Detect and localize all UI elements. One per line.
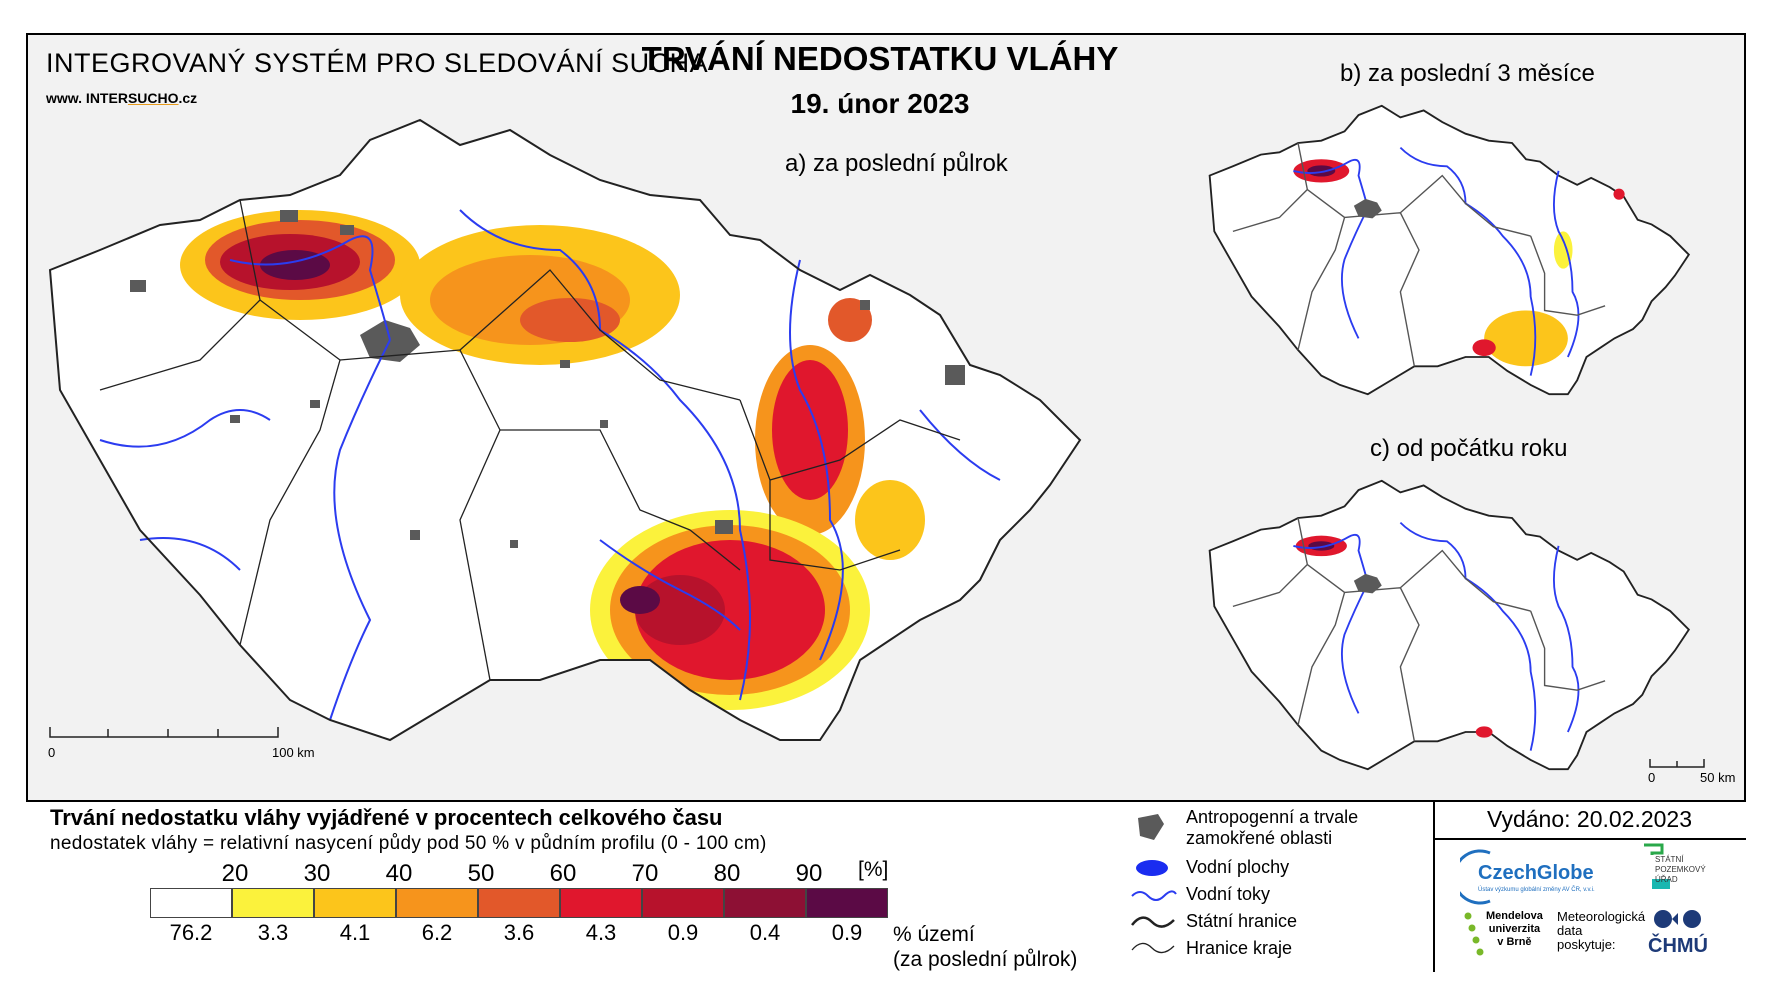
map-c <box>1208 479 1691 771</box>
map-b <box>1208 104 1691 396</box>
symbol-icons <box>1131 814 1177 954</box>
czechglobe-logo <box>1460 849 1491 905</box>
threshold-label: 60 <box>549 860 577 887</box>
scale-small-end: 50 km <box>1700 770 1736 785</box>
scale-bar-small <box>1649 759 1705 768</box>
czechglobe-sub: Ústav výzkumu globální změny AV ČR, v.v.… <box>1478 887 1595 893</box>
spu-name: STÁTNÍ POZEMKOVÝ ÚŘAD <box>1655 855 1706 884</box>
state-border-icon <box>1131 916 1175 928</box>
issue-box <box>1433 800 1746 972</box>
legend-panel <box>26 800 1746 972</box>
rivers-a <box>99 209 1001 721</box>
scale-main-zero: 0 <box>48 745 56 760</box>
threshold-label: 40 <box>385 860 413 887</box>
mendel-dots <box>1464 912 1484 956</box>
class-percent: 4.3 <box>585 920 617 945</box>
threshold-label: 50 <box>467 860 495 887</box>
symbol-label-rivers: Vodní toky <box>1186 884 1271 904</box>
symbol-label-anthropogenic: Antropogenní a trvale zamokřené oblasti <box>1186 807 1359 848</box>
class-percent: 0.9 <box>831 920 863 945</box>
issued-date: Vydáno: 20.02.2023 <box>1486 806 1693 832</box>
website-link[interactable]: www. INTERSUCHO.cz <box>46 90 198 106</box>
threshold-label: 30 <box>303 860 331 887</box>
legend-color-box <box>478 888 560 918</box>
symbol-label-state-border: Státní hranice <box>1186 911 1298 931</box>
threshold-label: 90 <box>795 860 823 887</box>
symbol-label-region-border: Hranice kraje <box>1186 938 1293 958</box>
chmu-symbol <box>1654 910 1701 928</box>
threshold-label: 70 <box>631 860 659 887</box>
legend-color-box <box>724 888 806 918</box>
class-percent: 76.2 <box>169 920 213 945</box>
czechglobe-name: CzechGlobe <box>1478 862 1594 884</box>
threshold-label: 20 <box>221 860 249 887</box>
main-map-a <box>48 118 1082 742</box>
scale-main-end: 100 km <box>272 745 315 760</box>
map-title: TRVÁNÍ NEDOSTATKU VLÁHY <box>641 40 1119 77</box>
legend-title: Trvání nedostatku vláhy vyjádřené v proc… <box>50 805 723 830</box>
scale-bar-main <box>49 727 279 738</box>
class-percent: 0.9 <box>667 920 699 945</box>
threshold-label: 80 <box>713 860 741 887</box>
legend-color-box <box>560 888 642 918</box>
panel-a-title: a) za poslední půlrok <box>785 150 1008 177</box>
chmu-name: ČHMÚ <box>1648 935 1708 957</box>
map-date: 19. únor 2023 <box>790 88 970 119</box>
class-percent: 4.1 <box>339 920 371 945</box>
state-border-a <box>48 118 1082 742</box>
class-percent: 6.2 <box>421 920 453 945</box>
legend-color-box <box>150 888 232 918</box>
mendel-name: Mendelova univerzita v Brně <box>1486 910 1543 948</box>
region-border-icon <box>1131 942 1175 954</box>
legend-color-box <box>806 888 888 918</box>
legend-color-box <box>314 888 396 918</box>
water-body-icon <box>1136 860 1168 876</box>
panel-b-title: b) za poslední 3 měsíce <box>1340 60 1595 87</box>
river-icon <box>1131 890 1177 901</box>
legend-color-box <box>232 888 314 918</box>
spu-logo <box>1644 843 1670 889</box>
class-percent: 3.6 <box>503 920 535 945</box>
percent-caption: % území (za poslední půlrok) <box>893 923 1078 971</box>
symbol-label-water: Vodní plochy <box>1186 857 1290 877</box>
color-scale <box>150 888 888 918</box>
legend-color-box <box>396 888 478 918</box>
class-percent: 3.3 <box>257 920 289 945</box>
legend-subtitle: nedostatek vláhy = relativní nasycení pů… <box>50 833 767 854</box>
legend-unit: [%] <box>858 858 889 881</box>
panel-c-title: c) od počátku roku <box>1370 435 1568 462</box>
issue-divider <box>1433 838 1746 840</box>
drought-areas-a <box>180 210 925 710</box>
meteo-provider-label: Meteorologická data poskytuje: <box>1557 909 1646 952</box>
anthropogenic-area-icon <box>1138 814 1164 840</box>
class-percent: 0.4 <box>749 920 781 945</box>
scale-small-zero: 0 <box>1648 770 1656 785</box>
region-borders-a <box>99 199 961 681</box>
legend-color-box <box>642 888 724 918</box>
system-name: INTEGROVANÝ SYSTÉM PRO SLEDOVÁNÍ SUCHA <box>46 48 709 78</box>
